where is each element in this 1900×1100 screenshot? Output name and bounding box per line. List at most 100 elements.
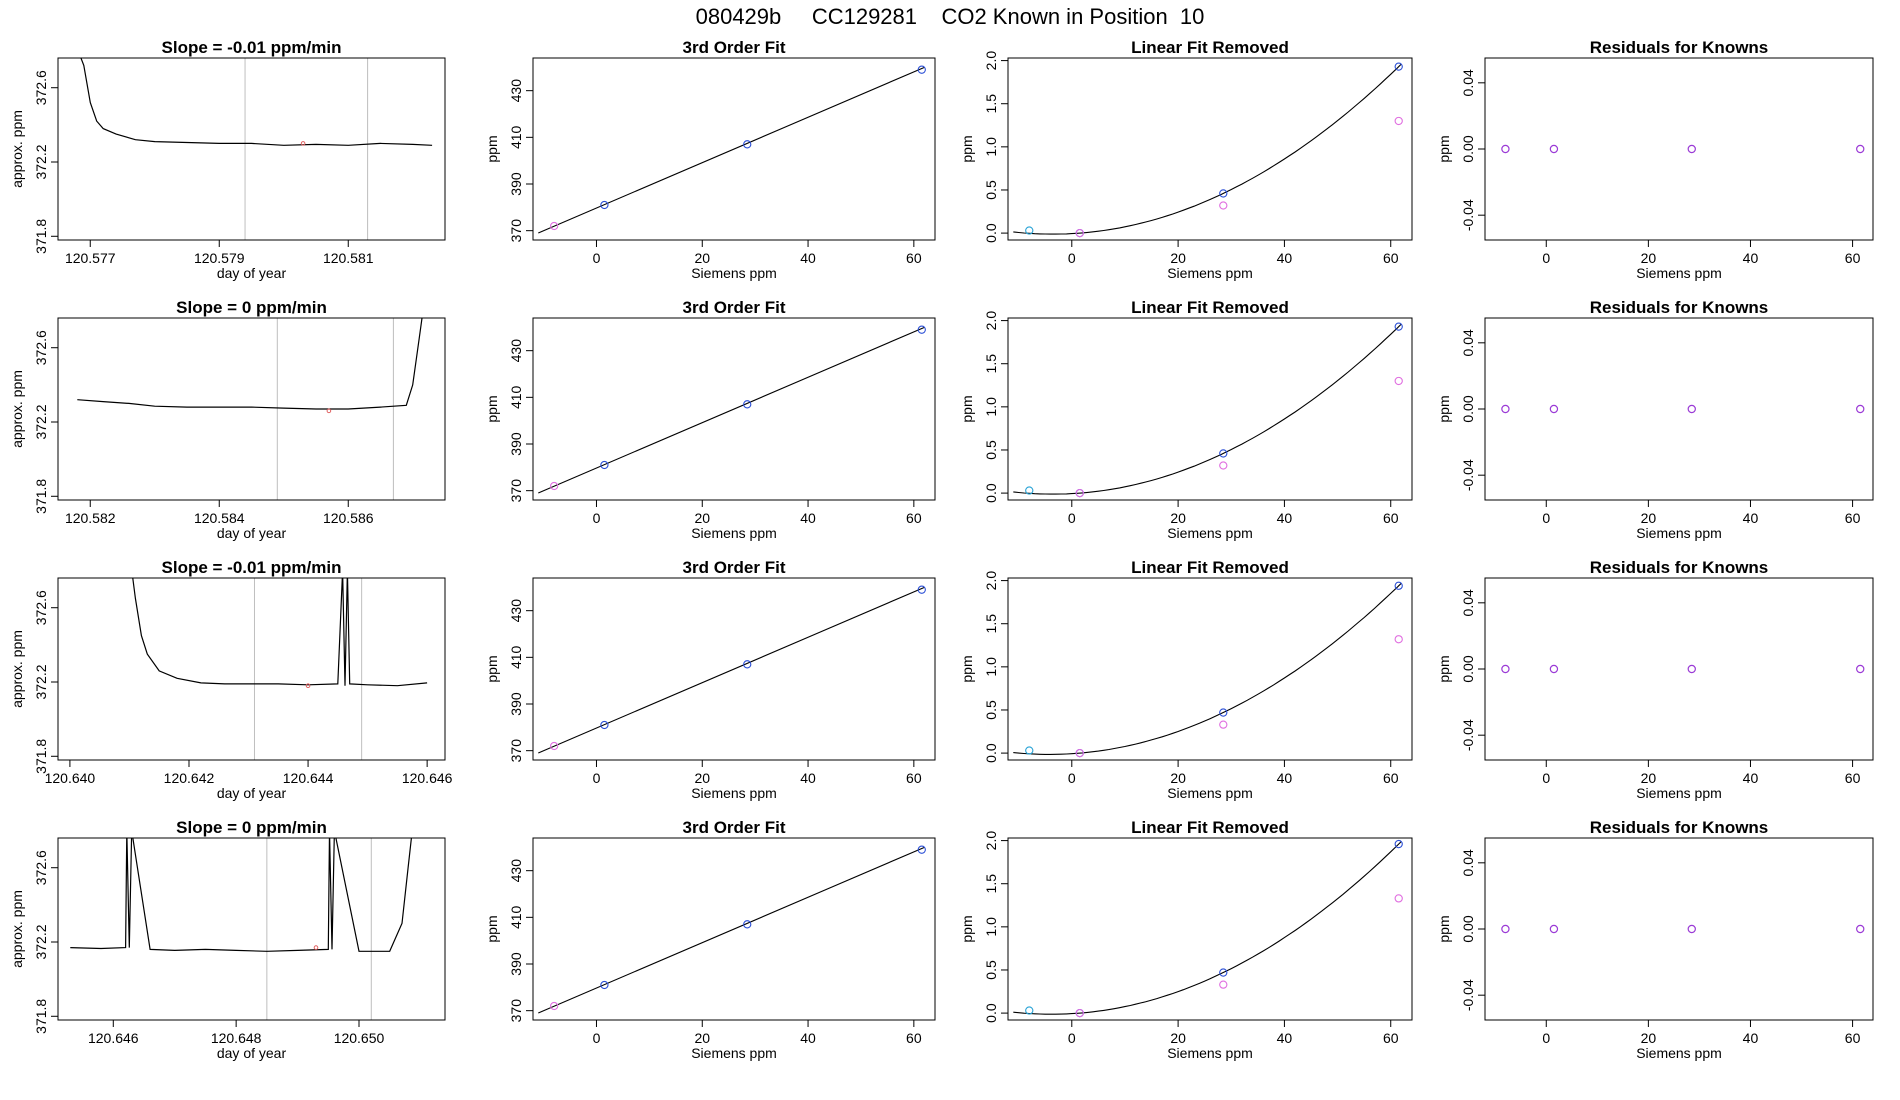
fit-point	[1025, 746, 1034, 755]
panel-title: 3rd Order Fit	[683, 558, 786, 577]
y-tick-label: 0.0	[983, 743, 999, 763]
x-tick-label: 40	[1277, 1030, 1293, 1046]
y-tick-label: 410	[508, 645, 524, 669]
fit-point	[1219, 708, 1228, 717]
data-layer	[132, 578, 428, 689]
x-tick-label: 120.577	[65, 250, 116, 266]
fit-point	[1025, 1006, 1034, 1015]
x-tick-label: 0	[1542, 510, 1550, 526]
y-tick-label: 0.5	[983, 440, 999, 460]
y-tick-label: 0.5	[983, 180, 999, 200]
residual-point	[1501, 144, 1510, 154]
y-tick-label: 0.00	[1460, 915, 1476, 942]
panel-title: Residuals for Knowns	[1590, 558, 1769, 577]
x-tick-label: 0	[1542, 250, 1550, 266]
fit-point	[1219, 968, 1228, 977]
y-tick-label: 390	[508, 952, 524, 976]
data-point	[743, 920, 752, 929]
x-tick-label: 0	[1068, 510, 1076, 526]
y-axis-label: ppm	[484, 135, 500, 162]
residual-point	[1856, 664, 1865, 674]
data-layer	[80, 58, 433, 146]
x-tick-label: 40	[800, 770, 816, 786]
y-tick-label: 0.04	[1460, 329, 1476, 356]
plot-frame	[1484, 837, 1874, 1021]
x-axis-label: Siemens ppm	[1636, 785, 1722, 801]
y-tick-label: 410	[508, 125, 524, 149]
y-tick-label: 372.6	[33, 330, 49, 365]
data-layer	[538, 845, 926, 1014]
x-tick-label: 40	[1743, 510, 1759, 526]
known-point	[1219, 461, 1228, 470]
y-tick-label: 430	[508, 859, 524, 883]
known-point	[1075, 228, 1084, 238]
x-tick-label: 0	[593, 250, 601, 266]
residual-point	[1501, 404, 1510, 414]
x-tick-label: 40	[1743, 1030, 1759, 1046]
y-tick-label: 1.5	[983, 874, 999, 894]
y-axis-label: ppm	[959, 135, 975, 162]
panel-residuals: 0 20 40 60 -0.04 0.00 0.04 Residuals for Knowns…	[1436, 818, 1874, 1061]
x-tick-label: 0	[593, 510, 601, 526]
x-tick-label: 40	[800, 510, 816, 526]
x-tick-label: 120.579	[194, 250, 245, 266]
data-layer	[1501, 404, 1865, 414]
y-tick-label: 372.2	[33, 664, 49, 699]
panel-title: Residuals for Knowns	[1590, 38, 1769, 57]
plot-frame	[57, 317, 446, 501]
fit-point	[1394, 62, 1403, 71]
known-point	[1394, 635, 1403, 644]
y-tick-label: 0.5	[983, 960, 999, 980]
y-axis-label: ppm	[959, 395, 975, 422]
data-layer	[1013, 62, 1403, 238]
plot-frame	[1484, 317, 1874, 501]
panel-residuals: 0 20 40 60 -0.04 0.00 0.04 Residuals for Knowns…	[1436, 298, 1874, 541]
panel-title: 3rd Order Fit	[683, 38, 786, 57]
y-tick-label: -0.04	[1460, 459, 1476, 491]
panel-title: Slope = -0.01 ppm/min	[162, 558, 342, 577]
y-tick-label: 372.6	[33, 70, 49, 105]
x-axis-label: Siemens ppm	[1636, 265, 1722, 281]
x-tick-label: 60	[1845, 770, 1861, 786]
data-point	[917, 845, 926, 854]
x-tick-label: 60	[1845, 250, 1861, 266]
known-point	[1394, 894, 1403, 903]
panel-title: 3rd Order Fit	[683, 298, 786, 317]
fit-curve	[1013, 63, 1402, 235]
x-tick-label: 20	[694, 510, 710, 526]
residual-point	[1549, 404, 1559, 414]
x-axis-label: day of year	[217, 785, 287, 801]
y-tick-label: 430	[508, 79, 524, 103]
plot-frame	[1007, 317, 1413, 501]
panel-title: Residuals for Knowns	[1590, 818, 1769, 837]
x-axis-label: Siemens ppm	[691, 525, 777, 541]
y-axis-label: ppm	[484, 395, 500, 422]
series-line	[132, 578, 428, 687]
x-tick-label: 40	[1277, 510, 1293, 526]
y-tick-label: 1.0	[983, 137, 999, 157]
x-axis-label: Siemens ppm	[1167, 525, 1253, 541]
y-axis-label: ppm	[1436, 395, 1452, 422]
y-tick-label: 410	[508, 385, 524, 409]
y-tick-label: 410	[508, 905, 524, 929]
x-axis-label: Siemens ppm	[691, 265, 777, 281]
y-axis-label: ppm	[1436, 915, 1452, 942]
residual-point	[1501, 664, 1510, 674]
residual-point	[1856, 404, 1865, 414]
plot-frame	[532, 837, 936, 1021]
panel-time-series: 120.640 120.642 120.644 120.646 371.8 372.2 37…	[9, 558, 453, 801]
residual-point	[1549, 144, 1559, 154]
data-layer	[70, 838, 413, 952]
residual-point	[1687, 664, 1696, 674]
y-tick-label: 390	[508, 172, 524, 196]
known-point	[1394, 116, 1403, 126]
panel-third-order-fit: 0 20 40 60 370 390 410 430 3rd Order Fit Siemens …	[484, 38, 936, 281]
x-tick-label: 60	[1845, 1030, 1861, 1046]
y-tick-label: 372.2	[33, 924, 49, 959]
x-tick-label: 20	[1641, 770, 1657, 786]
fit-curve	[1013, 582, 1402, 755]
x-tick-label: 120.586	[323, 510, 374, 526]
data-layer	[1501, 664, 1865, 674]
x-axis-label: Siemens ppm	[691, 1045, 777, 1061]
plot-frame	[1007, 577, 1413, 761]
